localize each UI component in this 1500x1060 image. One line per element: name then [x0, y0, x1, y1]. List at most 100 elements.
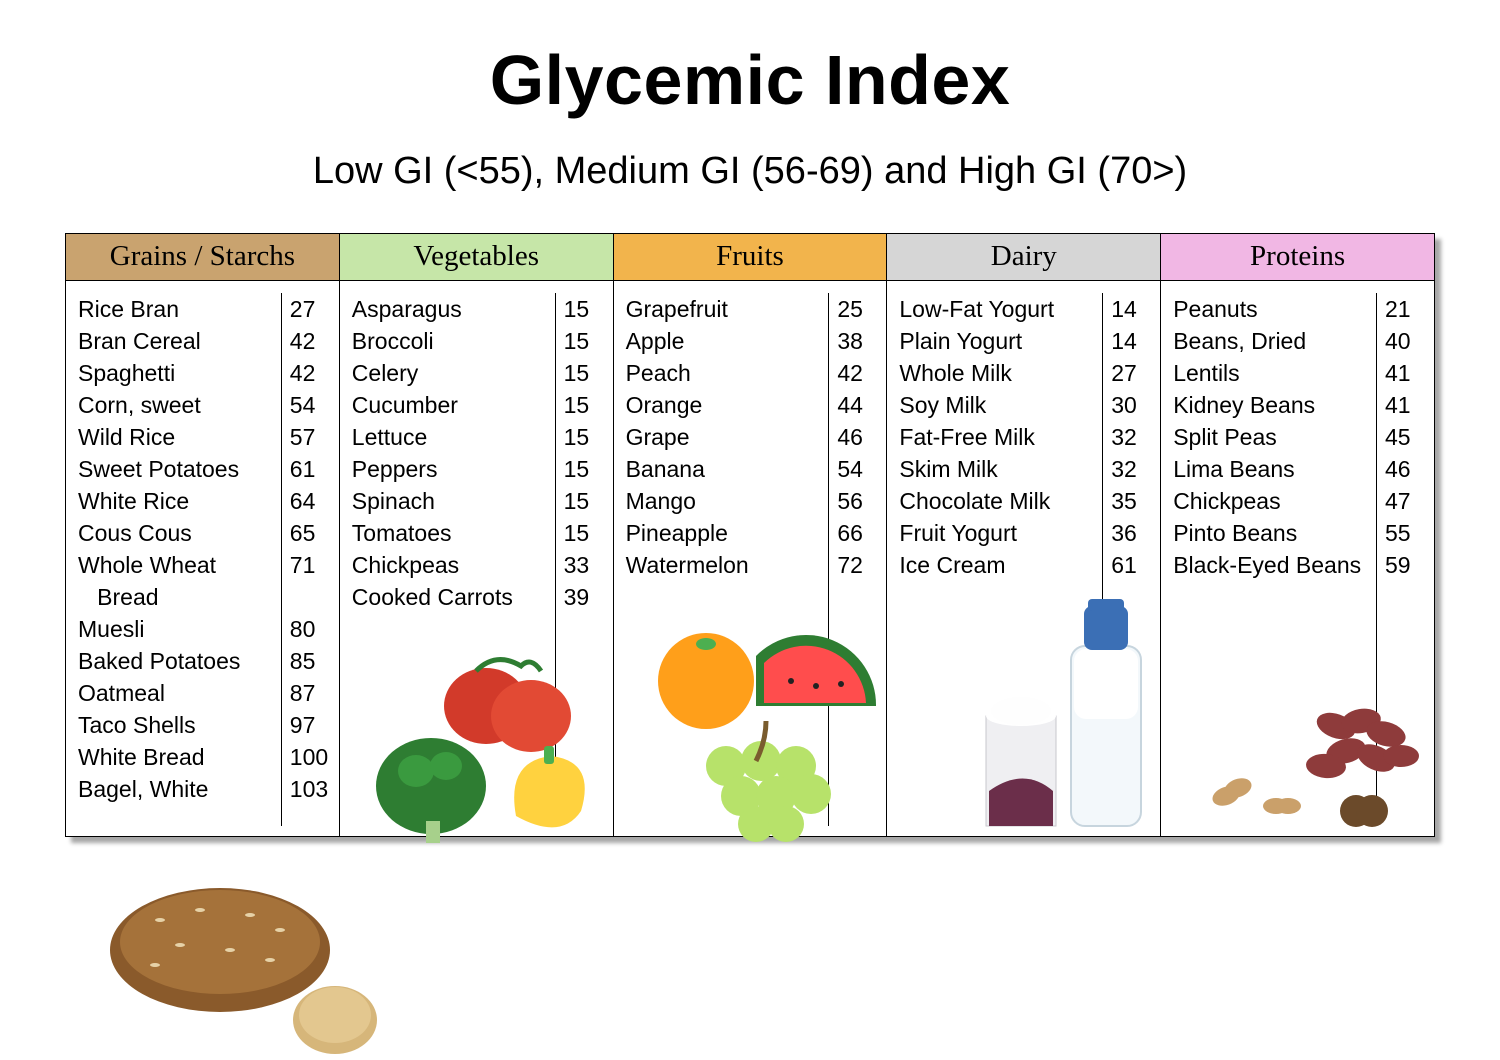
food-name: Grape [626, 421, 829, 453]
food-gi-value: 30 [1111, 389, 1160, 421]
food-gi-value: 41 [1385, 357, 1434, 389]
food-name: Taco Shells [78, 709, 281, 741]
page-subtitle: Low GI (<55), Medium GI (56-69) and High… [65, 150, 1435, 193]
food-gi-value: 56 [837, 485, 886, 517]
food-name: Soy Milk [899, 389, 1102, 421]
food-name: Wild Rice [78, 421, 281, 453]
food-gi-value: 72 [837, 549, 886, 581]
food-name: Asparagus [352, 293, 555, 325]
food-gi-value: 54 [837, 453, 886, 485]
food-gi-value: 25 [837, 293, 886, 325]
column-header-proteins: Proteins [1161, 234, 1434, 281]
food-gi-value: 36 [1111, 517, 1160, 549]
food-gi-value: 39 [564, 581, 613, 613]
food-name: Cous Cous [78, 517, 281, 549]
table-header-row: Grains / StarchsVegetablesFruitsDairyPro… [66, 234, 1434, 281]
food-gi-value: 40 [1385, 325, 1434, 357]
food-name: Peanuts [1173, 293, 1376, 325]
food-name: Orange [626, 389, 829, 421]
food-name: Watermelon [626, 549, 829, 581]
column-proteins: PeanutsBeans, DriedLentilsKidney BeansSp… [1161, 281, 1434, 836]
food-name: Fat-Free Milk [899, 421, 1102, 453]
food-gi-value: 44 [837, 389, 886, 421]
column-header-vegetables: Vegetables [340, 234, 614, 281]
food-name: Chickpeas [1173, 485, 1376, 517]
food-name: Fruit Yogurt [899, 517, 1102, 549]
food-gi-value: 80 [290, 613, 339, 645]
bread-potato-illustration [100, 870, 400, 1060]
food-name: Tomatoes [352, 517, 555, 549]
food-name: Cucumber [352, 389, 555, 421]
food-name: Broccoli [352, 325, 555, 357]
column-header-fruits: Fruits [614, 234, 888, 281]
food-name: Low-Fat Yogurt [899, 293, 1102, 325]
food-name: Skim Milk [899, 453, 1102, 485]
column-header-grains: Grains / Starchs [66, 234, 340, 281]
food-gi-value: 71 [290, 549, 339, 581]
food-gi-value: 35 [1111, 485, 1160, 517]
food-gi-value: 14 [1111, 325, 1160, 357]
food-name: Beans, Dried [1173, 325, 1376, 357]
food-name: Bagel, White [78, 773, 281, 805]
food-name: Ice Cream [899, 549, 1102, 581]
food-gi-value: 15 [564, 293, 613, 325]
food-name: Bran Cereal [78, 325, 281, 357]
food-gi-value: 15 [564, 421, 613, 453]
food-name: Rice Bran [78, 293, 281, 325]
food-gi-value: 65 [290, 517, 339, 549]
spacer [290, 581, 339, 613]
food-name: Oatmeal [78, 677, 281, 709]
food-gi-value: 61 [290, 453, 339, 485]
food-gi-value: 57 [290, 421, 339, 453]
food-name: Chickpeas [352, 549, 555, 581]
food-gi-value: 15 [564, 325, 613, 357]
food-name: Apple [626, 325, 829, 357]
food-name: Lentils [1173, 357, 1376, 389]
food-gi-value: 55 [1385, 517, 1434, 549]
food-name: Baked Potatoes [78, 645, 281, 677]
food-gi-value: 41 [1385, 389, 1434, 421]
food-name: Sweet Potatoes [78, 453, 281, 485]
food-gi-value: 100 [290, 741, 339, 773]
food-name: Lima Beans [1173, 453, 1376, 485]
table-body: Rice BranBran CerealSpaghettiCorn, sweet… [66, 281, 1434, 836]
food-gi-value: 54 [290, 389, 339, 421]
food-name: Banana [626, 453, 829, 485]
food-gi-value: 87 [290, 677, 339, 709]
food-gi-value: 64 [290, 485, 339, 517]
food-name: Whole Milk [899, 357, 1102, 389]
food-name: Spaghetti [78, 357, 281, 389]
food-gi-value: 27 [1111, 357, 1160, 389]
column-vegetables: AsparagusBroccoliCeleryCucumberLettucePe… [340, 281, 614, 836]
column-grains: Rice BranBran CerealSpaghettiCorn, sweet… [66, 281, 340, 836]
food-gi-value: 47 [1385, 485, 1434, 517]
food-name: Pinto Beans [1173, 517, 1376, 549]
page-title: Glycemic Index [65, 40, 1435, 120]
food-gi-value: 33 [564, 549, 613, 581]
food-gi-value: 32 [1111, 453, 1160, 485]
food-name: Plain Yogurt [899, 325, 1102, 357]
food-name: Lettuce [352, 421, 555, 453]
food-gi-value: 59 [1385, 549, 1434, 581]
food-gi-value: 97 [290, 709, 339, 741]
food-name: Muesli [78, 613, 281, 645]
food-gi-value: 14 [1111, 293, 1160, 325]
food-name: Spinach [352, 485, 555, 517]
food-gi-value: 32 [1111, 421, 1160, 453]
food-gi-value: 46 [1385, 453, 1434, 485]
food-name: Cooked Carrots [352, 581, 555, 613]
food-gi-value: 85 [290, 645, 339, 677]
food-name: White Bread [78, 741, 281, 773]
column-dairy: Low-Fat YogurtPlain YogurtWhole MilkSoy … [887, 281, 1161, 836]
food-name: Corn, sweet [78, 389, 281, 421]
food-name: Peach [626, 357, 829, 389]
column-fruits: GrapefruitApplePeachOrangeGrapeBananaMan… [614, 281, 888, 836]
food-name: Kidney Beans [1173, 389, 1376, 421]
food-gi-value: 27 [290, 293, 339, 325]
food-gi-value: 15 [564, 485, 613, 517]
food-name: Black-Eyed Beans [1173, 549, 1376, 581]
food-name: White Rice [78, 485, 281, 517]
food-gi-value: 38 [837, 325, 886, 357]
gi-table: Grains / StarchsVegetablesFruitsDairyPro… [65, 233, 1435, 837]
food-gi-value: 42 [290, 357, 339, 389]
